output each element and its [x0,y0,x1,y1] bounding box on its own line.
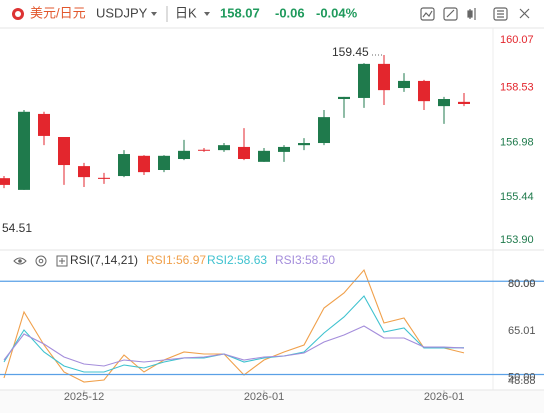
candle-body [18,111,30,190]
eye-pupil [18,259,22,263]
high-label: 159.45 [332,45,369,59]
settings-icon[interactable] [493,7,508,21]
candle-body [378,63,390,91]
dropdown-arrow[interactable] [151,12,157,16]
rsi-header: RSI(7,14,21) [13,253,138,267]
candle-body [178,150,190,160]
eye-icon[interactable] [13,257,27,265]
y-tick-label: 80.09 [508,278,536,290]
y-tick-label: 50.00 [508,371,536,383]
candle-body [298,143,310,146]
rsi-line [3,295,465,373]
flag-icon-inner [15,11,21,17]
candle-body [198,149,210,151]
legend-entry: RSI2:58.63 [207,253,267,267]
candle-body [218,145,230,151]
candle-body [398,80,410,89]
candle-body [58,136,70,166]
y-tick-label: 80.00 [508,278,536,290]
rsi-panel [3,268,465,383]
rsi-line [3,268,465,383]
top-bar: 美元/日元 USDJPY 日K 158.07 -0.06 -0.04% [12,5,530,22]
expand-glyph [59,258,65,264]
candle-body [338,96,350,100]
candle-body [438,99,450,107]
legend-entry: RSI1:56.97 [146,253,206,267]
x-tick-label: 2026-01 [424,391,464,403]
y-tick-label: 48.88 [508,375,536,387]
rsi-title: RSI(7,14,21) [70,253,138,267]
price-panel [0,55,470,190]
candle-body [258,150,270,162]
y-tick-label: 160.07 [500,34,534,46]
expand-icon[interactable] [56,255,68,267]
rsi-line [3,325,465,367]
symbol-cn[interactable]: 美元/日元 [30,5,86,20]
candle-body [418,80,430,102]
y-tick-label: 156.98 [500,137,534,149]
x-axis-band [0,390,544,413]
line-tool-icon[interactable] [420,7,435,21]
settings-glyph [497,10,504,18]
close-icon[interactable] [519,8,530,19]
candle-tool-glyph [467,10,473,18]
period[interactable]: 日K [175,5,197,20]
symbol[interactable]: USDJPY [96,5,148,20]
y-tick-label: 65.01 [508,325,536,337]
y-tick-label: 155.44 [500,191,534,203]
gear-center [38,258,44,264]
x-tick-label: 2026-01 [244,391,284,403]
price: 158.07 [220,5,260,20]
change-pct: -0.04% [316,5,358,20]
y-tick-label: 158.53 [500,82,534,94]
draw-tool-glyph [446,9,455,18]
candle-body [278,146,290,152]
candle-body [358,63,370,98]
candle-body [38,113,50,136]
candle-body [318,117,330,144]
candle-body [238,146,250,160]
candle-body [98,177,110,179]
dropdown-arrow[interactable] [204,12,210,16]
candle-body [0,178,10,185]
candle-body [458,101,470,104]
x-tick-label: 2025-12 [64,391,104,403]
gear-icon[interactable] [35,255,47,267]
candle-body [78,166,90,178]
draw-tool-icon[interactable] [443,7,458,21]
candle-body [138,155,150,173]
line-tool-glyph [422,10,433,18]
y-tick-label: 153.90 [500,234,534,246]
change: -0.06 [275,5,305,20]
low-label: 54.51 [2,221,32,235]
candle-body [118,154,130,177]
legend-entry: RSI3:58.50 [275,253,335,267]
candle-body [158,155,170,171]
